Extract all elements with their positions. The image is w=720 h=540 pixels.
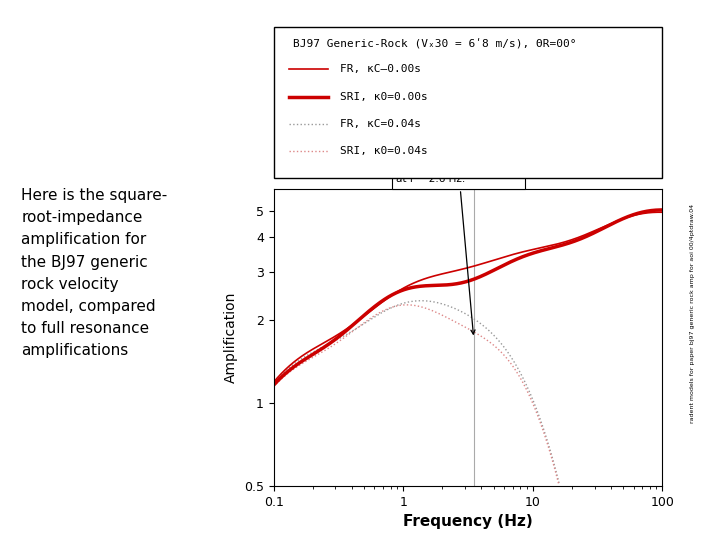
FR, κC=0.04s [269, 380, 278, 387]
FR, κC–0.00s [269, 379, 278, 386]
SRI, κ0=0.04s [311, 353, 320, 359]
Text: FR, κC=0.04s: FR, κC=0.04s [340, 119, 420, 129]
FR, κC–0.00s [369, 306, 378, 312]
Text: FR, κC–0.00s: FR, κC–0.00s [340, 64, 420, 75]
SRI, κ0=0.04s [370, 313, 379, 319]
SRI, κ0=0.00s [498, 262, 507, 269]
Line: SRI, κ0=0.00s: SRI, κ0=0.00s [274, 210, 662, 385]
FR, κC–0.00s [529, 246, 538, 253]
SRI, κ0=0.04s [535, 416, 544, 422]
SRI, κ0=0.00s [657, 207, 666, 213]
Y-axis label: Amplification: Amplification [225, 292, 238, 383]
Text: SRI, κ0=0.00s: SRI, κ0=0.00s [340, 92, 428, 102]
FR, κC=0.04s [501, 346, 510, 352]
FR, κC=0.04s [329, 339, 338, 345]
FR, κC=0.04s [523, 384, 531, 390]
SRI, κ0=0.00s [338, 330, 347, 337]
SRI, κ0=0.00s [562, 241, 571, 247]
Text: SRI, κ0=0.04s: SRI, κ0=0.04s [340, 146, 428, 156]
FR, κC=0.04s [474, 319, 483, 326]
FR, κC=0.04s [537, 420, 546, 427]
FR, κC–0.00s [658, 209, 667, 215]
SRI, κ0=0.04s [520, 382, 528, 388]
X-axis label: Frequency (Hz): Frequency (Hz) [403, 514, 533, 529]
FR, κC–0.00s [498, 254, 507, 261]
FancyBboxPatch shape [274, 27, 662, 178]
SRI, κ0=0.00s [269, 382, 278, 388]
SRI, κ0=0.04s [297, 361, 306, 367]
Text: Here is the square-
root-impedance
amplification for
the BJ97 generic
rock veloc: Here is the square- root-impedance ampli… [22, 188, 168, 359]
Line: SRI, κ0=0.04s: SRI, κ0=0.04s [274, 305, 559, 483]
FR, κC=0.04s [555, 480, 564, 487]
Line: FR, κC–0.00s: FR, κC–0.00s [274, 212, 662, 382]
FR, κC–0.00s [655, 209, 664, 215]
Text: The SRI curve is 10%
lower than the FR curve
at f ~ 2.6 Hz.: The SRI curve is 10% lower than the FR c… [396, 151, 521, 334]
FR, κC=0.04s [403, 299, 412, 306]
Text: radent models for paper bj97 generic rock amp for aoi 00/4ptdraw.04: radent models for paper bj97 generic roc… [690, 204, 695, 423]
FR, κC=0.04s [417, 298, 426, 304]
SRI, κ0=0.04s [554, 480, 563, 487]
FR, κC–0.00s [445, 269, 454, 275]
SRI, κ0=0.04s [402, 302, 411, 308]
SRI, κ0=0.00s [529, 250, 538, 256]
SRI, κ0=0.04s [269, 383, 278, 390]
Line: FR, κC=0.04s: FR, κC=0.04s [274, 301, 559, 483]
SRI, κ0=0.04s [368, 314, 377, 320]
SRI, κ0=0.00s [369, 304, 378, 310]
FR, κC–0.00s [338, 328, 347, 335]
SRI, κ0=0.00s [658, 207, 667, 213]
FR, κC–0.00s [562, 238, 571, 245]
SRI, κ0=0.00s [445, 281, 454, 288]
Text: BJ97 Generic-Rock (Vₓ30 = 6ʹ8 m/s), ΘR=00°: BJ97 Generic-Rock (Vₓ30 = 6ʹ8 m/s), ΘR=0… [293, 39, 577, 50]
